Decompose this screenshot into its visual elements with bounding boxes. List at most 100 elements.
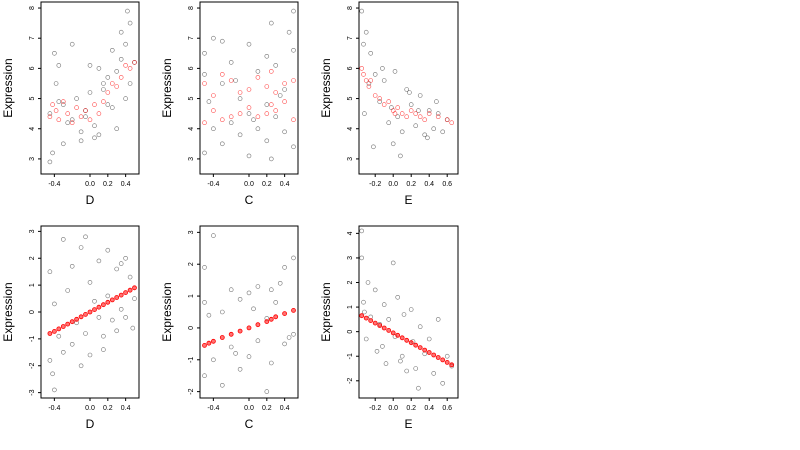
observed-point [118,261,124,266]
fitted-point [390,330,396,336]
fitted-point [105,90,111,95]
x-tick-label: 0.4 [121,405,131,412]
observed-point [78,138,84,144]
observed-point [110,317,115,323]
y-tick-label: 5 [347,97,354,101]
fitted-point [101,99,106,104]
fitted-point [282,311,288,317]
fitted-point [65,111,70,116]
fitted-point [413,342,419,348]
chart-panel-1: -0.4 0.0 0.2 0.4 3 4 5 6 7 8 D Expression [1,1,140,207]
observed-point [417,93,423,98]
observed-point [87,280,93,285]
fitted-point [273,314,279,320]
y-tick-label: 3 [188,230,195,234]
observed-point [268,156,274,162]
fitted-point [127,66,133,71]
observed-point [398,358,403,364]
observed-point [56,333,62,339]
x-tick-label: -0.2 [369,181,381,188]
observed-point [105,247,111,253]
observed-point [362,309,367,315]
fitted-point [268,316,274,322]
observed-point [69,41,75,47]
observed-point [92,123,97,128]
y-tick-label: 7 [347,36,354,40]
x-tick-label: 0.4 [424,405,434,412]
fitted-point [123,63,128,68]
observed-point [228,60,234,65]
y-tick-label: 1 [347,305,354,309]
y-tick-label: -2 [29,363,36,369]
observed-point [246,41,252,47]
y-tick-label: 2 [347,280,354,284]
x-tick-label: 0.0 [85,181,95,188]
fitted-point [114,84,119,89]
observed-point [60,237,66,242]
observed-point [268,360,274,366]
observed-point [202,265,207,270]
fitted-point [118,75,124,80]
x-tick-label: 0.0 [388,405,398,412]
observed-point [251,117,256,122]
fitted-point [118,292,124,298]
fitted-point [132,60,137,65]
fitted-point [282,81,287,86]
observed-point [101,87,106,92]
fitted-point [237,90,243,95]
observed-point [105,102,111,107]
fitted-point [101,302,106,308]
observed-point [101,347,106,352]
y-axis-label: Expression [319,282,333,341]
y-tick-label: 2 [188,262,195,266]
fitted-point [268,69,274,74]
fitted-point [83,108,88,113]
fitted-point [368,78,374,83]
fitted-point [282,99,287,104]
fitted-point [395,105,401,110]
observed-point [277,93,283,98]
fitted-point [435,355,441,360]
fitted-point [255,75,261,80]
x-tick-label: 0.4 [280,181,290,188]
observed-point [220,38,225,44]
observed-point [202,300,207,305]
observed-point [277,280,283,286]
chart-panel-2: -0.4 0.0 0.2 0.4 3 4 5 6 7 8 C Expression [160,1,299,207]
fitted-series [202,69,296,125]
observed-point [398,153,403,159]
observed-point [202,50,207,56]
chart-panel-4: -0.4 0.0 0.2 0.4 -3 -2 -1 0 1 2 3 D Expression [1,225,140,431]
observed-point [395,294,401,300]
observed-point [96,66,102,71]
fitted-point [372,93,378,98]
fitted-point [381,102,387,107]
fitted-point [264,319,270,325]
observed-point [381,78,387,83]
x-tick-label: 0.4 [280,405,290,412]
fitted-point [219,335,225,340]
fitted-point [255,322,261,328]
y-tick-label: 4 [29,127,36,131]
fitted-point [422,347,428,353]
observed-point [408,307,414,312]
fitted-point [237,328,243,334]
observed-series [47,234,137,393]
fitted-point [74,105,79,110]
x-tick-label: -0.4 [48,181,60,188]
plot-frame [358,1,459,175]
fitted-point [109,297,115,303]
fitted-point [359,313,365,319]
x-tick-label: -0.2 [369,405,381,412]
observed-point [220,141,225,147]
observed-point [426,336,432,342]
fitted-series [47,60,137,125]
observed-point [50,150,55,156]
observed-point [286,335,292,340]
chart-panel-6: -0.2 0.0 0.2 0.4 0.6 -2 -1 0 1 2 3 4 E Expression [319,225,459,431]
observed-point [291,47,296,53]
fitted-point [74,316,79,322]
y-tick-label: 4 [347,231,354,235]
x-tick-label: -0.4 [207,181,219,188]
